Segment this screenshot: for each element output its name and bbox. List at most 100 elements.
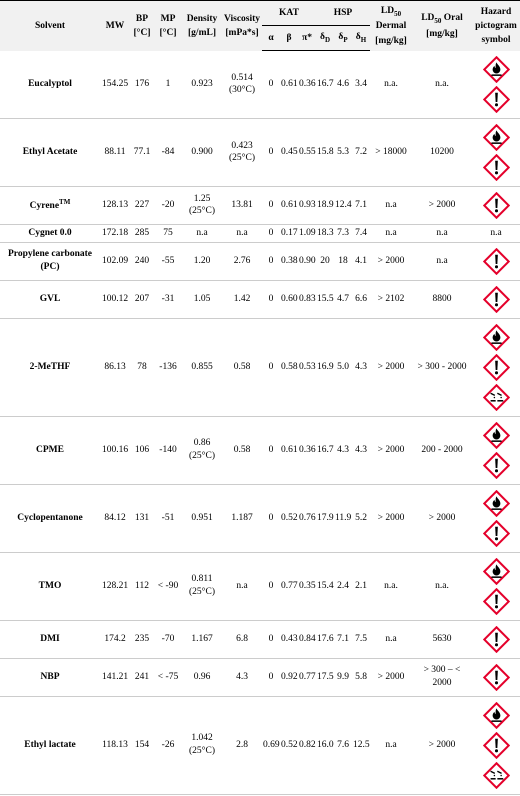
value-cell: -55 bbox=[154, 242, 182, 281]
value-cell: 0.45 bbox=[280, 118, 298, 187]
hazard-cell bbox=[472, 318, 520, 417]
value-cell: 0.36 bbox=[298, 50, 316, 119]
irritant-pictogram bbox=[483, 588, 510, 615]
value-cell: -30 bbox=[154, 794, 182, 796]
hazard-cell bbox=[472, 50, 520, 119]
cell-note: (30°C) bbox=[229, 85, 255, 96]
value-cell: 18.9 bbox=[316, 186, 334, 225]
value-cell: n.a bbox=[222, 794, 262, 796]
value-cell: > 2000 bbox=[412, 696, 472, 795]
value-cell: 2.76 bbox=[222, 242, 262, 281]
solvent-name: CPME bbox=[36, 444, 64, 455]
header-group: KAT bbox=[262, 0, 316, 26]
value-cell: 18 bbox=[334, 242, 352, 281]
value-cell: < -90 bbox=[154, 552, 182, 621]
flammable-pictogram bbox=[483, 702, 510, 729]
hazard-cell bbox=[472, 620, 520, 659]
value-cell: > 300 - 2000 bbox=[412, 318, 472, 417]
value-cell: 0 bbox=[262, 280, 280, 319]
solvent-cell: DMI bbox=[0, 620, 100, 659]
value-cell: 0.82 bbox=[298, 696, 316, 795]
value-cell: -84 bbox=[154, 118, 182, 187]
hazard-cell bbox=[472, 696, 520, 795]
value-cell: > 2102 bbox=[370, 280, 412, 319]
value-cell: > 18000 bbox=[370, 118, 412, 187]
value-cell: 7.1 bbox=[334, 620, 352, 659]
value-cell: 12.4 bbox=[334, 186, 352, 225]
value-cell: n.a bbox=[370, 186, 412, 225]
solvent-cell: TEGDME bbox=[0, 794, 100, 796]
value-cell: 118.13 bbox=[100, 696, 130, 795]
value-cell: 16.7 bbox=[316, 416, 334, 485]
solvent-name: GVL bbox=[39, 293, 61, 304]
value-cell: n.a bbox=[370, 696, 412, 795]
value-cell: 5.8 bbox=[352, 658, 370, 697]
cell-value: 0.811 bbox=[191, 574, 213, 585]
table-row: CPME 100.16 106 -140 0.86 (25°C) 0.58 0 0.61 0.36… bbox=[0, 416, 520, 485]
value-cell: 0.83 bbox=[298, 280, 316, 319]
value-cell: 18.3 bbox=[316, 224, 334, 243]
value-cell: 17.5 bbox=[316, 658, 334, 697]
value-cell: n.a bbox=[298, 794, 316, 796]
value-cell: 207 bbox=[130, 280, 154, 319]
irritant-pictogram bbox=[483, 732, 510, 759]
value-cell: 0.38 bbox=[280, 242, 298, 281]
header-sub: D bbox=[324, 36, 330, 45]
solvent-cell: Ethyl Acetate bbox=[0, 118, 100, 187]
value-cell: n.a bbox=[222, 552, 262, 621]
irritant-pictogram bbox=[483, 86, 510, 113]
header-text: δ bbox=[355, 32, 361, 43]
value-cell: 0.52 bbox=[280, 484, 298, 553]
value-cell: 77.1 bbox=[130, 118, 154, 187]
solvent-name: 2-MeTHF bbox=[29, 361, 71, 372]
irritant-pictogram bbox=[483, 664, 510, 691]
irritant-pictogram bbox=[483, 286, 510, 313]
hazard-cell: n.a bbox=[472, 224, 520, 243]
table-row: CyreneTM 128.13 227 -20 1.25 (25°C) 13.81 0 0.61… bbox=[0, 186, 520, 225]
value-cell: 131 bbox=[130, 484, 154, 553]
value-cell: 100.12 bbox=[100, 280, 130, 319]
header-unit: [°C] bbox=[133, 27, 151, 38]
value-cell: 17.9 bbox=[316, 484, 334, 553]
hazard-cell bbox=[472, 242, 520, 281]
value-cell: 1 bbox=[154, 50, 182, 119]
cell-value: 0.514 bbox=[231, 72, 253, 83]
value-cell: 16.9 bbox=[316, 318, 334, 417]
value-cell: 4.3 bbox=[352, 318, 370, 417]
solvent-name: Propylene carbonate (PC) bbox=[8, 249, 92, 273]
header-cell: BP [°C] bbox=[130, 0, 154, 51]
value-cell: 84.12 bbox=[100, 484, 130, 553]
value-cell: 0.61 bbox=[280, 416, 298, 485]
value-cell: 0.855 bbox=[182, 318, 222, 417]
value-cell: 100.16 bbox=[100, 416, 130, 485]
value-cell: n.a bbox=[370, 224, 412, 243]
header-unit: [g/mL] bbox=[188, 27, 216, 38]
value-cell: 0.17 bbox=[280, 224, 298, 243]
header-sub: 50 bbox=[394, 9, 402, 18]
value-cell: 154.25 bbox=[100, 50, 130, 119]
value-cell: 16.0 bbox=[316, 696, 334, 795]
header-unit: [°C] bbox=[159, 27, 177, 38]
value-cell: 7.2 bbox=[352, 118, 370, 187]
flammable-pictogram bbox=[483, 558, 510, 585]
value-cell: 6.9 bbox=[352, 794, 370, 796]
table-row: Eucalyptol 154.25 176 1 0.923 0.514 (30°C) 0 0.6… bbox=[0, 50, 520, 119]
value-cell: 172.18 bbox=[100, 224, 130, 243]
solvent-superscript: TM bbox=[59, 197, 71, 206]
irritant-pictogram bbox=[483, 354, 510, 381]
header-text: MP bbox=[160, 13, 176, 24]
solvent-cell: GVL bbox=[0, 280, 100, 319]
value-cell: 15.8 bbox=[316, 118, 334, 187]
value-cell: 15.4 bbox=[316, 552, 334, 621]
value-cell: 0.55 bbox=[298, 118, 316, 187]
value-cell: n.a bbox=[280, 794, 298, 796]
irritant-pictogram bbox=[483, 626, 510, 653]
value-cell: > 2000 bbox=[412, 186, 472, 225]
value-cell: 7.1 bbox=[352, 186, 370, 225]
value-cell: 0.77 bbox=[280, 552, 298, 621]
solvent-cell: TMO bbox=[0, 552, 100, 621]
value-cell: 6.8 bbox=[222, 620, 262, 659]
header-text: δ bbox=[338, 32, 344, 43]
value-cell: 1.187 bbox=[222, 484, 262, 553]
value-cell: 1.42 bbox=[222, 280, 262, 319]
